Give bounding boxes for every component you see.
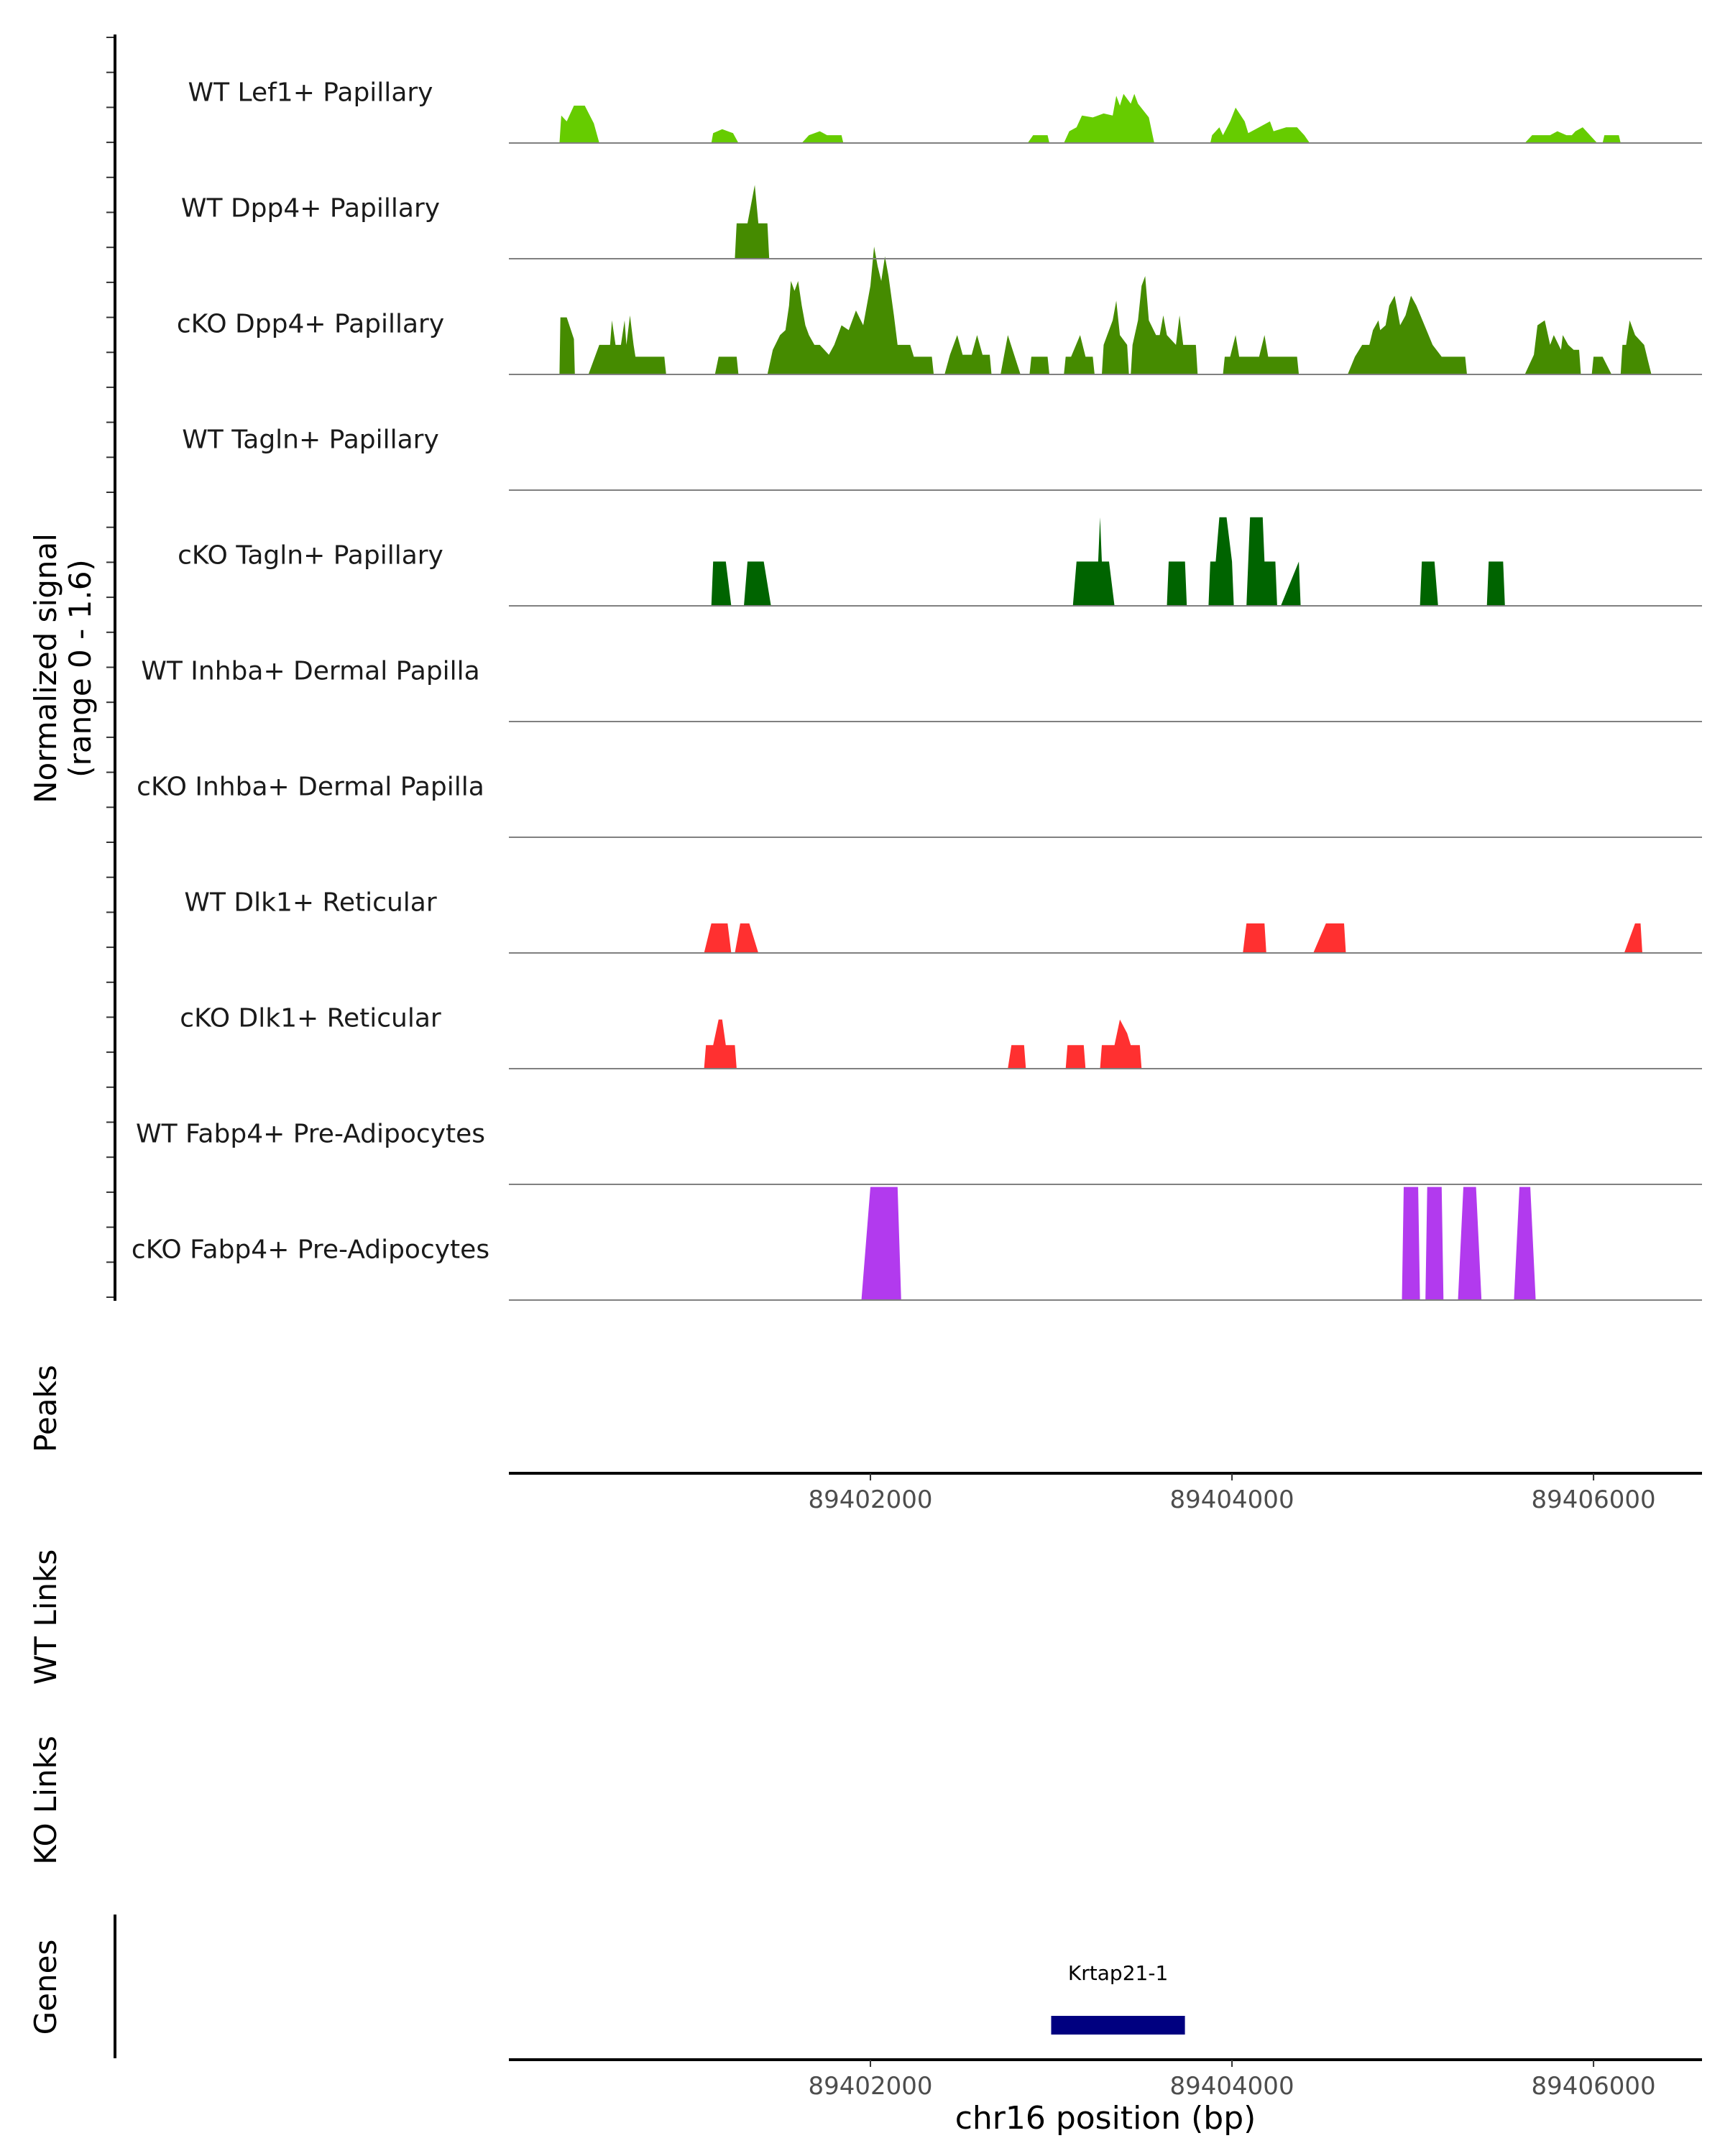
track-label-0: WT Lef1+ Papillary — [188, 78, 433, 108]
track-area-8 — [704, 1019, 1142, 1069]
y-axis-sublabel: (range 0 - 1.6) — [63, 559, 98, 778]
gene-body — [1051, 2016, 1185, 2035]
track-labels: WT Lef1+ Papillary WT Dpp4+ Papillary cKO … — [132, 78, 489, 1265]
track-label-3: WT Tagln+ Papillary — [182, 425, 439, 455]
genes-x-ticks: 89402000 89404000 89406000 — [808, 2060, 1656, 2101]
track-label-4: cKO Tagln+ Papillary — [178, 541, 443, 571]
genes-x-tick-label-2: 89406000 — [1532, 2072, 1656, 2101]
peaks-x-tick-label-0: 89402000 — [808, 1485, 932, 1514]
x-axis-label: chr16 position (bp) — [955, 2100, 1256, 2137]
genes-x-tick-label-0: 89402000 — [808, 2072, 932, 2101]
track-baselines — [509, 142, 1702, 1301]
peaks-x-tick-label-1: 89404000 — [1170, 1485, 1294, 1514]
peaks-x-ticks: 89402000 89404000 89406000 — [808, 1473, 1656, 1514]
track-label-7: WT Dlk1+ Reticular — [184, 888, 436, 918]
wt-links-label: WT Links — [28, 1549, 63, 1685]
y-axis-label: Normalized signal — [28, 533, 63, 803]
track-label-5: WT Inhba+ Dermal Papilla — [141, 657, 479, 686]
track-area-4 — [711, 517, 1505, 606]
genes-label: Genes — [28, 1940, 63, 2035]
track-area-0 — [559, 93, 1621, 143]
genes-x-tick-label-1: 89404000 — [1170, 2072, 1294, 2101]
ko-links-label: KO Links — [28, 1736, 63, 1865]
track-label-6: cKO Inhba+ Dermal Papilla — [137, 773, 484, 802]
track-area-1 — [735, 185, 770, 259]
peaks-x-tick-label-2: 89406000 — [1532, 1485, 1656, 1514]
track-label-9: WT Fabp4+ Pre-Adipocytes — [136, 1120, 485, 1149]
peaks-label: Peaks — [28, 1365, 63, 1452]
track-label-2: cKO Dpp4+ Papillary — [177, 310, 444, 339]
track-label-8: cKO Dlk1+ Reticular — [180, 1004, 441, 1033]
track-label-1: WT Dpp4+ Papillary — [181, 194, 440, 224]
track-area-10 — [861, 1187, 1536, 1300]
track-label-10: cKO Fabp4+ Pre-Adipocytes — [132, 1235, 489, 1265]
track-area-7 — [704, 923, 1642, 953]
track-areas — [559, 93, 1652, 1300]
track-area-2 — [559, 247, 1652, 374]
gene-label: Krtap21-1 — [1068, 1961, 1168, 1985]
